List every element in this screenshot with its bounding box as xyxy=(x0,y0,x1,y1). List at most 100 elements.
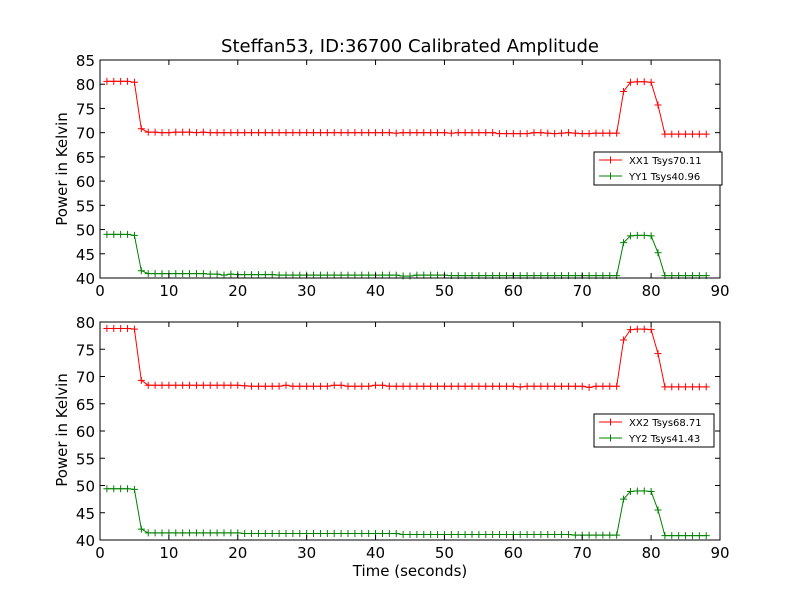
data-point xyxy=(220,381,228,389)
data-point xyxy=(482,382,490,390)
y-tick-label: 40 xyxy=(76,532,95,550)
chart-top-panel: Steffan53, ID:36700 Calibrated Amplitude… xyxy=(53,36,730,300)
data-point xyxy=(640,487,648,495)
legend-marker xyxy=(607,172,614,180)
data-point xyxy=(509,130,517,138)
data-point xyxy=(254,271,262,279)
data-point xyxy=(220,529,228,537)
data-point xyxy=(378,271,386,279)
data-point xyxy=(551,531,559,539)
data-point xyxy=(337,129,345,137)
data-point xyxy=(516,383,524,391)
x-tick-label: 80 xyxy=(642,282,661,300)
data-point xyxy=(392,382,400,390)
data-point xyxy=(124,77,132,85)
data-point xyxy=(537,531,545,539)
data-point xyxy=(427,271,435,279)
data-point xyxy=(110,325,118,333)
data-point xyxy=(633,231,641,239)
data-point xyxy=(571,129,579,137)
data-point xyxy=(158,529,166,537)
data-point xyxy=(192,129,200,137)
x-tick-label: 0 xyxy=(95,544,105,562)
x-tick-label: 20 xyxy=(228,282,247,300)
data-point xyxy=(606,531,614,539)
data-point xyxy=(206,270,214,278)
data-point xyxy=(165,129,173,137)
data-point xyxy=(137,125,145,133)
data-point xyxy=(682,532,690,540)
y-tick-label: 75 xyxy=(76,100,95,118)
data-point xyxy=(110,77,118,85)
data-point xyxy=(254,129,262,137)
data-point xyxy=(344,382,352,390)
data-point xyxy=(482,129,490,137)
chart-title: Steffan53, ID:36700 Calibrated Amplitude xyxy=(221,36,599,57)
data-point xyxy=(475,382,483,390)
data-point xyxy=(316,271,324,279)
data-point xyxy=(165,381,173,389)
data-point xyxy=(137,267,145,275)
data-point xyxy=(620,336,628,344)
data-point xyxy=(323,529,331,537)
data-point xyxy=(144,270,152,278)
data-point xyxy=(303,382,311,390)
data-point xyxy=(413,531,421,539)
data-point xyxy=(440,129,448,137)
data-point xyxy=(358,271,366,279)
y-axis-label-bottom: Power in Kelvin xyxy=(53,373,71,487)
data-point xyxy=(248,382,256,390)
data-point xyxy=(675,383,683,391)
data-point xyxy=(186,529,194,537)
x-tick-label: 50 xyxy=(435,282,454,300)
data-point xyxy=(103,230,111,238)
data-point xyxy=(571,531,579,539)
y-tick-label: 45 xyxy=(76,246,95,264)
data-point xyxy=(496,531,504,539)
y-tick-label: 55 xyxy=(76,450,95,468)
data-point xyxy=(275,529,283,537)
data-point xyxy=(144,128,152,136)
data-point xyxy=(523,531,531,539)
data-point xyxy=(385,382,393,390)
legend-label: XX2 Tsys68.71 xyxy=(629,418,702,429)
data-point xyxy=(158,381,166,389)
data-point xyxy=(110,230,118,238)
y-tick-label: 45 xyxy=(76,505,95,523)
data-point xyxy=(482,531,490,539)
data-point xyxy=(551,382,559,390)
x-tick-label: 0 xyxy=(95,282,105,300)
data-point xyxy=(130,485,138,493)
data-point xyxy=(337,381,345,389)
data-point xyxy=(434,531,442,539)
data-point xyxy=(351,382,359,390)
data-point xyxy=(530,129,538,137)
data-point xyxy=(227,529,235,537)
data-point xyxy=(496,130,504,138)
data-point xyxy=(626,487,634,495)
data-point xyxy=(489,531,497,539)
data-point xyxy=(647,326,655,334)
data-point xyxy=(502,382,510,390)
data-point xyxy=(626,78,634,86)
chart-bottom-panel: Power in Kelvin Time (seconds) 0 10 20 30 40… xyxy=(53,314,730,580)
legend-entry: YY1 Tsys40.96 xyxy=(599,172,700,183)
data-point xyxy=(592,129,600,137)
data-point xyxy=(172,529,180,537)
data-point xyxy=(316,529,324,537)
data-point xyxy=(268,382,276,390)
data-point xyxy=(420,271,428,279)
data-point xyxy=(392,529,400,537)
data-point xyxy=(282,129,290,137)
data-point xyxy=(365,382,373,390)
data-point xyxy=(385,529,393,537)
data-point xyxy=(661,383,669,391)
data-point xyxy=(654,101,662,109)
data-point xyxy=(337,529,345,537)
data-point xyxy=(289,129,297,137)
data-point xyxy=(496,382,504,390)
data-point xyxy=(275,271,283,279)
data-point xyxy=(626,232,634,240)
data-point xyxy=(179,270,187,278)
